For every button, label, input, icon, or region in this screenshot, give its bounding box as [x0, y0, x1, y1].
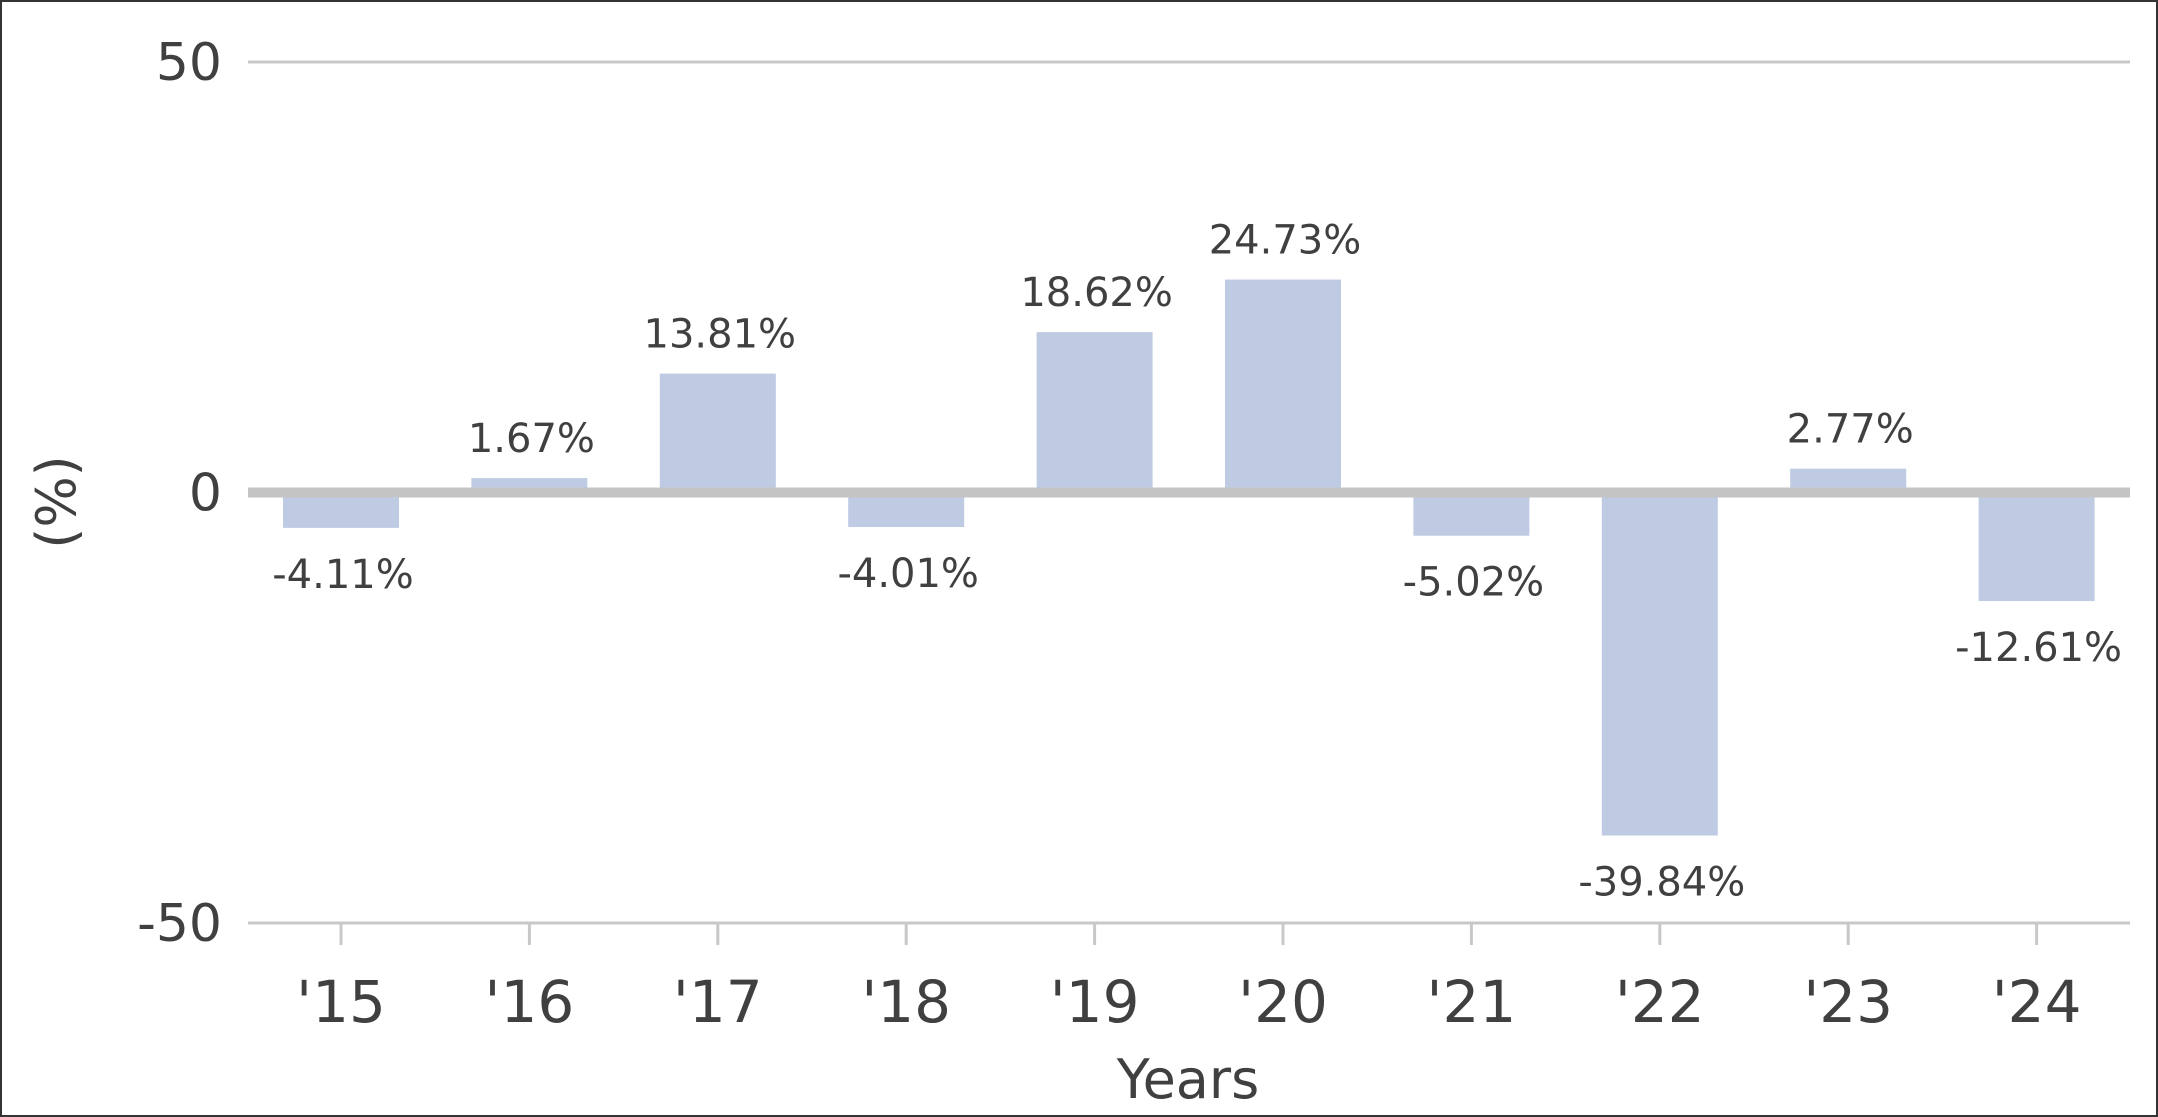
bar: [1978, 492, 2095, 602]
data-label: 2.77%: [1787, 407, 1914, 453]
x-tick-label: '15: [296, 968, 386, 1036]
y-tick-label: 50: [156, 33, 222, 93]
data-label: -5.02%: [1403, 560, 1545, 606]
data-labels: -4.11% 1.67% 13.81% -4.01% 18.62% 24.73% -5.02…: [272, 218, 2122, 906]
data-label: 1.67%: [468, 416, 595, 462]
bar: [1413, 492, 1530, 536]
data-label: 13.81%: [644, 312, 797, 358]
data-label: -4.01%: [837, 551, 979, 597]
x-axis-ticks: '15 '16 '17 '18 '19 '20 '21 '22 '23 '24: [296, 923, 2081, 1036]
x-tick-label: '19: [1050, 968, 1140, 1036]
data-label: -39.84%: [1578, 860, 1745, 906]
data-label: -4.11%: [272, 552, 414, 598]
bar: [283, 492, 399, 528]
x-tick-label: '20: [1238, 968, 1328, 1036]
bar: [1601, 492, 1718, 836]
bar: [848, 492, 965, 528]
y-axis-title: (%): [25, 455, 88, 548]
gridlines: [248, 60, 2130, 925]
x-tick-label: '24: [1992, 968, 2082, 1036]
bar: [1225, 279, 1341, 493]
data-label: 24.73%: [1209, 218, 1362, 264]
data-label: -12.61%: [1955, 625, 2122, 671]
bar: [659, 373, 776, 493]
x-tick-label: '18: [861, 968, 951, 1036]
x-axis-title: Years: [1116, 1048, 1259, 1111]
x-tick-label: '21: [1427, 968, 1517, 1036]
x-tick-label: '22: [1615, 968, 1705, 1036]
x-tick-label: '17: [673, 968, 763, 1036]
bar: [1790, 468, 1907, 493]
x-tick-label: '23: [1803, 968, 1893, 1036]
y-tick-label: 0: [189, 464, 222, 524]
y-axis-ticks: 50 0 -50: [137, 33, 222, 954]
bars: [283, 279, 2095, 836]
x-tick-label: '16: [485, 968, 575, 1036]
data-label: 18.62%: [1020, 270, 1173, 316]
bar: [1036, 332, 1153, 493]
y-tick-label: -50: [137, 894, 222, 954]
